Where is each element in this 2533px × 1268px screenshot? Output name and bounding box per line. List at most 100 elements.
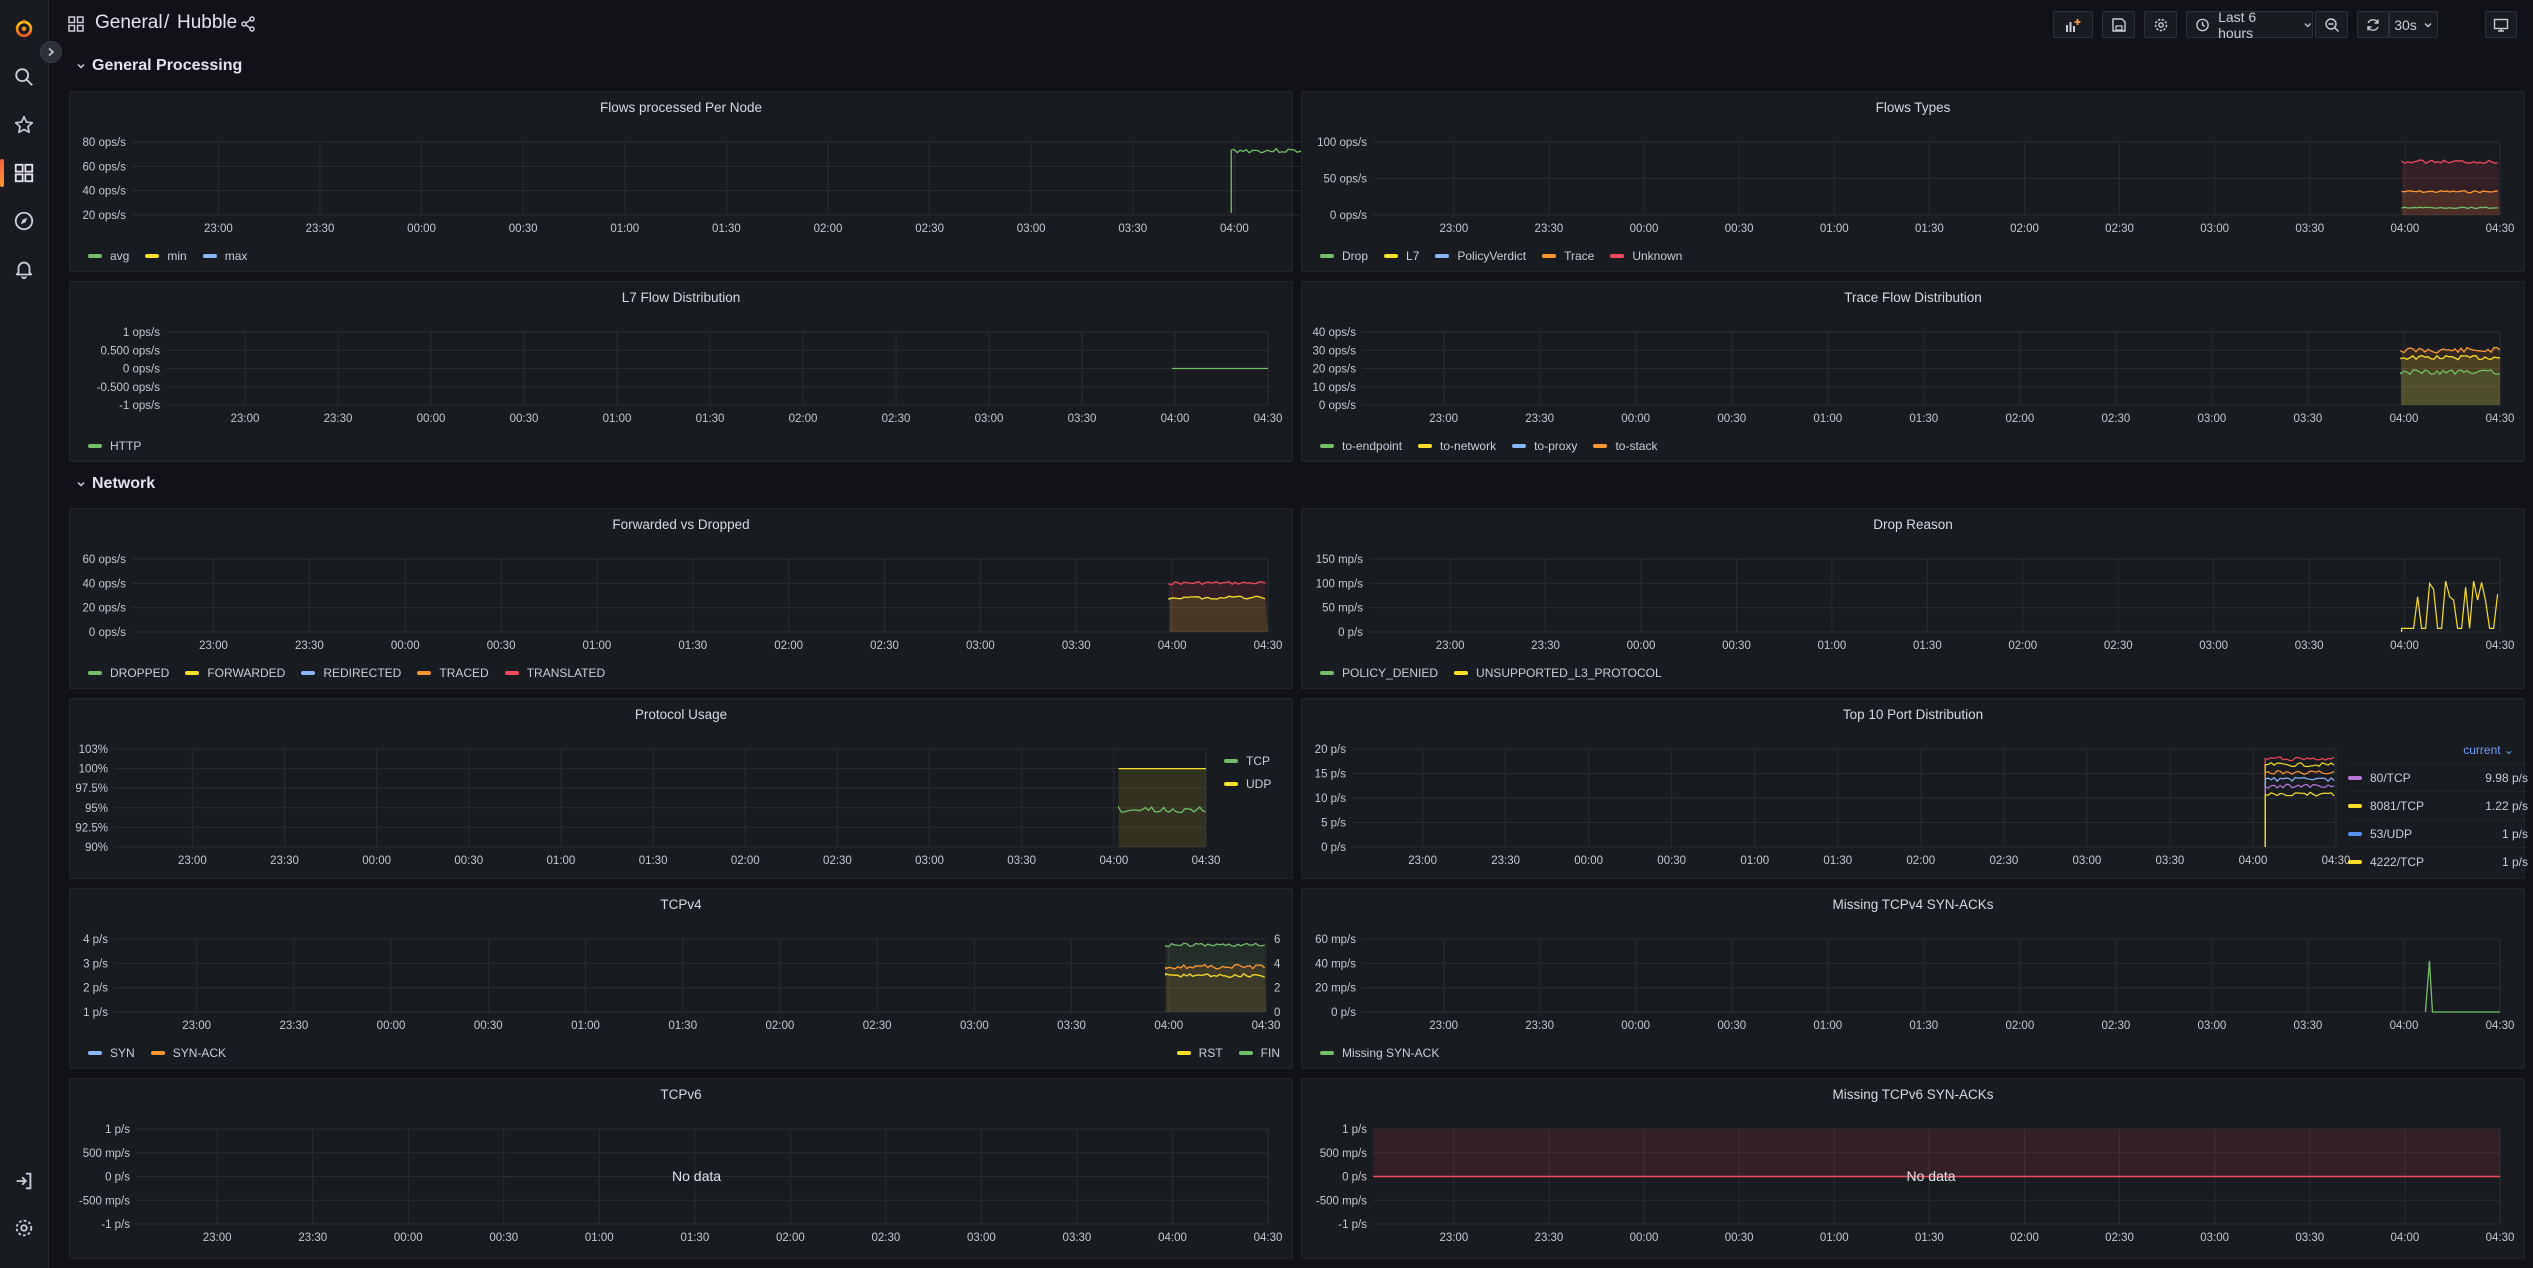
panel-top-ports[interactable]: Top 10 Port Distribution 20 p/s 15 p/s 10 p… xyxy=(1301,698,2528,880)
x-tick-label: 00:00 xyxy=(417,413,446,425)
panel-title[interactable]: Flows Types xyxy=(1875,100,1951,115)
legend-item[interactable]: RST xyxy=(1176,1046,1223,1060)
panel-flows-types[interactable]: Flows Types 100 ops/s 50 ops/s 0 ops/s 23:00… xyxy=(1301,91,2525,272)
legend-item[interactable]: TRACED xyxy=(417,666,489,680)
panel-title[interactable]: L7 Flow Distribution xyxy=(621,290,741,305)
panel-l7-flow[interactable]: L7 Flow Distribution 1 ops/s 0.500 ops/s 0 … xyxy=(69,281,1293,462)
graph-area[interactable]: 20 p/s 15 p/s 10 p/s 5 p/s 0 p/s 23:00 23:30 00… xyxy=(1302,699,2526,880)
panel-trace-flow[interactable]: Trace Flow Distribution 40 ops/s 30 ops/s 2… xyxy=(1301,281,2525,462)
panel-title[interactable]: Flows processed Per Node xyxy=(599,100,763,115)
breadcrumb-folder[interactable]: General xyxy=(95,12,163,33)
panel-drop-reason[interactable]: Drop Reason 150 mp/s 100 mp/s 50 mp/s 0 p/s 2… xyxy=(1301,508,2525,689)
legend-item[interactable]: REDIRECTED xyxy=(301,666,401,680)
panel-protocol-usage[interactable]: Protocol Usage 103% 100% 97.5% 95% 92.5% 90% 23… xyxy=(69,698,1293,879)
legend-item[interactable]: TRANSLATED xyxy=(504,666,605,680)
share-icon[interactable] xyxy=(240,16,256,32)
graph-area[interactable]: 4 p/s 3 p/s 2 p/s 1 p/s 6 4 2 0 23:00 23:30 00:00 0… xyxy=(70,889,1294,1070)
legend-row[interactable]: 53/UDP 1 p/s xyxy=(2348,819,2528,847)
panel-missing-tcpv6[interactable]: Missing TCPv6 SYN-ACKs 1 p/s 500 mp/s 0 p/s… xyxy=(1301,1078,2525,1259)
settings-icon[interactable] xyxy=(0,1208,48,1248)
graph-area[interactable]: 1 ops/s 0.500 ops/s 0 ops/s -0.500 ops/s -1 … xyxy=(70,282,1294,463)
legend-row[interactable]: 4222/TCP 1 p/s xyxy=(2348,847,2528,875)
legend-item[interactable]: Trace xyxy=(1542,249,1594,263)
y-tick-label: 40 ops/s xyxy=(83,578,127,590)
legend-item[interactable]: Unknown xyxy=(1610,249,1682,263)
grafana-logo-icon[interactable] xyxy=(0,8,48,48)
x-tick-label: 01:30 xyxy=(1909,413,1938,425)
legend-item[interactable]: TCP xyxy=(1224,749,1271,772)
panel-title[interactable]: TCPv4 xyxy=(660,897,702,912)
legend-item[interactable]: to-proxy xyxy=(1512,439,1577,453)
add-panel-button[interactable] xyxy=(2053,11,2093,38)
panel-forwarded-dropped[interactable]: Forwarded vs Dropped 60 ops/s 40 ops/s 20 o… xyxy=(69,508,1293,689)
graph-area[interactable]: 80 ops/s 60 ops/s 40 ops/s 20 ops/s 23:00 23:… xyxy=(70,92,1351,273)
panel-title[interactable]: Missing TCPv6 SYN-ACKs xyxy=(1832,1087,1994,1102)
graph-area[interactable]: 100 ops/s 50 ops/s 0 ops/s 23:00 23:30 00:00 0… xyxy=(1302,92,2526,273)
dashboard-settings-button[interactable] xyxy=(2144,11,2177,38)
graph-area[interactable]: 60 mp/s 40 mp/s 20 mp/s 0 p/s 23:00 23:30 00:0… xyxy=(1302,889,2526,1070)
x-tick-label: 23:00 xyxy=(1439,1232,1468,1244)
refresh-interval-picker[interactable]: 30s xyxy=(2389,11,2438,38)
legend-item[interactable]: UNSUPPORTED_L3_PROTOCOL xyxy=(1454,666,1662,680)
x-tick-label: 04:30 xyxy=(2486,413,2515,425)
legend-item[interactable]: to-network xyxy=(1418,439,1496,453)
starred-icon[interactable] xyxy=(0,105,48,145)
legend-item[interactable]: UDP xyxy=(1224,772,1271,795)
legend-swatch xyxy=(1435,254,1450,258)
graph-area[interactable]: 150 mp/s 100 mp/s 50 mp/s 0 p/s 23:00 23:30 00… xyxy=(1302,509,2526,690)
sign-in-icon[interactable] xyxy=(0,1161,48,1201)
refresh-button[interactable] xyxy=(2357,11,2389,38)
legend-item[interactable]: HTTP xyxy=(88,439,141,453)
legend-item[interactable]: FIN xyxy=(1238,1046,1280,1060)
alerting-icon[interactable] xyxy=(0,249,48,289)
legend-item[interactable]: SYN xyxy=(88,1046,135,1060)
legend-item[interactable]: avg xyxy=(88,249,129,263)
legend-item[interactable]: DROPPED xyxy=(88,666,169,680)
legend-item[interactable]: Missing SYN-ACK xyxy=(1320,1046,1439,1060)
legend-item[interactable]: L7 xyxy=(1384,249,1419,263)
panel-title[interactable]: Missing TCPv4 SYN-ACKs xyxy=(1832,897,1994,912)
x-tick-label: 04:30 xyxy=(2486,223,2515,235)
row-general-processing[interactable]: General Processing xyxy=(76,57,242,75)
panel-tcpv6[interactable]: TCPv6 1 p/s 500 mp/s 0 p/s -500 mp/s -1 p/s 23… xyxy=(69,1078,1293,1259)
series-line xyxy=(2401,159,2499,165)
cycle-view-mode-button[interactable] xyxy=(2485,11,2517,38)
legend-item[interactable]: SYN-ACK xyxy=(150,1046,226,1060)
graph-area[interactable]: 1 p/s 500 mp/s 0 p/s -500 mp/s -1 p/s 23:00 23… xyxy=(70,1079,1294,1260)
panel-title[interactable]: TCPv6 xyxy=(660,1087,702,1102)
legend-swatch xyxy=(88,254,102,258)
legend-item[interactable]: PolicyVerdict xyxy=(1435,249,1526,263)
panel-title[interactable]: Top 10 Port Distribution xyxy=(1842,707,1984,722)
panel-flows-processed[interactable]: Flows processed Per Node 80 ops/s 60 ops/s… xyxy=(69,91,1351,273)
legend-item[interactable]: max xyxy=(202,249,247,263)
search-icon[interactable] xyxy=(0,57,48,97)
graph-area[interactable]: 40 ops/s 30 ops/s 20 ops/s 10 ops/s 0 ops/s 2… xyxy=(1302,282,2526,463)
breadcrumb-dashboard[interactable]: Hubble xyxy=(177,12,238,33)
graph-area[interactable]: 60 ops/s 40 ops/s 20 ops/s 0 ops/s 23:00 23:3… xyxy=(70,509,1294,690)
y-tick-label: 5 p/s xyxy=(1321,818,1346,830)
legend-item[interactable]: to-endpoint xyxy=(1320,439,1402,453)
legend-item[interactable]: FORWARDED xyxy=(185,666,285,680)
row-network[interactable]: Network xyxy=(76,475,155,493)
save-dashboard-button[interactable] xyxy=(2102,11,2135,38)
legend-item[interactable]: to-stack xyxy=(1593,439,1657,453)
graph-area[interactable]: 1 p/s 500 mp/s 0 p/s -500 mp/s -1 p/s 23:00 23… xyxy=(1302,1079,2526,1260)
graph-area[interactable]: 103% 100% 97.5% 95% 92.5% 90% 23:00 23:30 00:00 0… xyxy=(70,699,1294,880)
dashboards-icon[interactable] xyxy=(0,153,48,193)
legend-sort-header[interactable]: current ⌄ xyxy=(2463,743,2514,757)
legend-item[interactable]: Drop xyxy=(1320,249,1368,263)
legend-item[interactable]: POLICY_DENIED xyxy=(1320,666,1438,680)
panel-title[interactable]: Protocol Usage xyxy=(634,707,728,722)
legend-row[interactable]: 80/TCP 9.98 p/s xyxy=(2348,763,2528,791)
panel-title[interactable]: Trace Flow Distribution xyxy=(1844,290,1982,305)
sidebar-expand-button[interactable] xyxy=(40,41,62,63)
explore-icon[interactable] xyxy=(0,201,48,241)
panel-title[interactable]: Drop Reason xyxy=(1873,517,1953,532)
panel-tcpv4[interactable]: TCPv4 4 p/s 3 p/s 2 p/s 1 p/s 6 4 2 0 23:00 23:30 0… xyxy=(69,888,1293,1069)
panel-title[interactable]: Forwarded vs Dropped xyxy=(612,517,750,532)
legend-item[interactable]: min xyxy=(145,249,187,263)
time-range-picker[interactable]: Last 6 hours xyxy=(2186,9,2313,41)
legend-row[interactable]: 8081/TCP 1.22 p/s xyxy=(2348,791,2528,819)
panel-missing-tcpv4[interactable]: Missing TCPv4 SYN-ACKs 60 mp/s 40 mp/s 20 m… xyxy=(1301,888,2525,1069)
zoom-out-button[interactable] xyxy=(2315,11,2348,38)
